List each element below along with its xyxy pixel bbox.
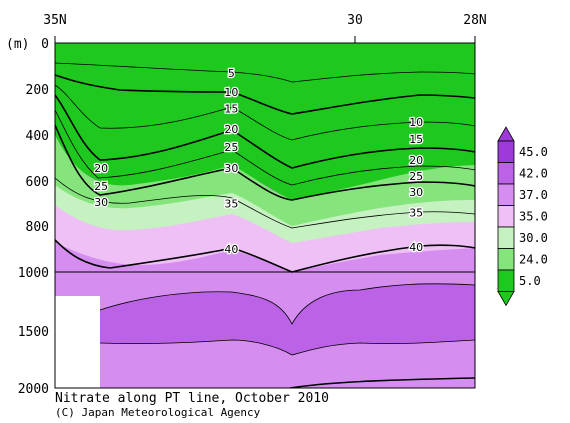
contour-labels: 5 10 15 20 25 30 35 40 20 25 30 10 15 20 25 30 35 40	[93, 66, 425, 258]
y-tick-label-600: 600	[26, 175, 49, 190]
legend-swatch	[497, 183, 515, 206]
contour-label-20: 20	[94, 162, 108, 175]
legend-label: 45.0	[519, 145, 548, 159]
y-unit-label: (m)	[6, 37, 29, 52]
legend-label: 24.0	[519, 252, 548, 266]
x-tick-label-35n: 35N	[43, 13, 66, 28]
legend-swatch	[497, 248, 515, 271]
y-tick-label-1500: 1500	[18, 325, 49, 340]
legend-label: 5.0	[519, 274, 541, 288]
contour-label-25: 25	[224, 141, 238, 154]
contour-label-15: 15	[224, 102, 238, 115]
band-30-35	[55, 180, 475, 243]
y-tick-label-400: 400	[26, 129, 49, 144]
contour-line-10	[55, 74, 475, 115]
contour-line-20	[55, 94, 475, 169]
legend-label: 37.0	[519, 188, 548, 202]
contour-fill-bands	[55, 43, 475, 388]
color-legend: 45.0 42.0 37.0 35.0 30.0 24.0 5.0	[497, 126, 548, 307]
y-axis: (m) 0 200 400 600 800 1000 1500 2000	[6, 37, 49, 397]
contour-label-35: 35	[224, 197, 238, 210]
legend-swatch	[497, 140, 515, 163]
contour-label-10: 10	[409, 116, 423, 129]
x-axis: 35N 30 28N	[43, 13, 487, 43]
x-tick-label-28n: 28N	[463, 13, 486, 28]
legend-bottom-arrow	[497, 291, 515, 307]
contour-line-deep	[289, 377, 475, 388]
contour-label-40: 40	[409, 241, 423, 254]
legend-swatch	[497, 205, 515, 228]
chart-credit: (C) Japan Meteorological Agency	[55, 406, 261, 419]
contour-label-10: 10	[224, 86, 238, 99]
contour-line-42	[99, 283, 475, 325]
contour-line-5	[55, 62, 475, 83]
contour-label-25: 25	[94, 180, 108, 193]
contour-label-40: 40	[224, 243, 238, 256]
chart-title: Nitrate along PT line, October 2010	[55, 391, 329, 406]
contour-line-25	[55, 109, 475, 186]
contour-lines	[55, 62, 475, 388]
legend-swatch	[497, 226, 515, 249]
legend-label: 42.0	[519, 166, 548, 180]
contour-label-35: 35	[409, 206, 423, 219]
contour-label-5: 5	[228, 67, 235, 80]
contour-line-42-bottom	[99, 339, 475, 356]
contour-label-30: 30	[409, 186, 423, 199]
contour-label-30: 30	[94, 196, 108, 209]
contour-line-15	[55, 84, 475, 141]
y-tick-label-800: 800	[26, 220, 49, 235]
contour-label-20: 20	[409, 154, 423, 167]
y-tick-label-2000: 2000	[18, 382, 49, 397]
band-42-45	[100, 283, 475, 355]
contour-label-20: 20	[224, 123, 238, 136]
band-5-24	[55, 43, 475, 200]
band-24-30	[55, 130, 475, 226]
legend-label: 35.0	[519, 209, 548, 223]
contour-label-15: 15	[409, 133, 423, 146]
contour-line-35	[55, 177, 475, 229]
contour-line-40	[55, 239, 475, 273]
contour-label-25: 25	[409, 170, 423, 183]
legend-swatch	[497, 162, 515, 185]
legend-top-arrow	[497, 126, 515, 142]
legend-swatch	[497, 269, 515, 292]
contour-line-30	[55, 124, 475, 201]
contour-label-30: 30	[224, 162, 238, 175]
x-tick-label-30: 30	[347, 13, 363, 28]
plot-frame	[54, 42, 476, 389]
y-tick-label-200: 200	[26, 83, 49, 98]
y-tick-label-1000: 1000	[18, 266, 49, 281]
legend-label: 30.0	[519, 231, 548, 245]
y-tick-label-0: 0	[41, 37, 49, 52]
